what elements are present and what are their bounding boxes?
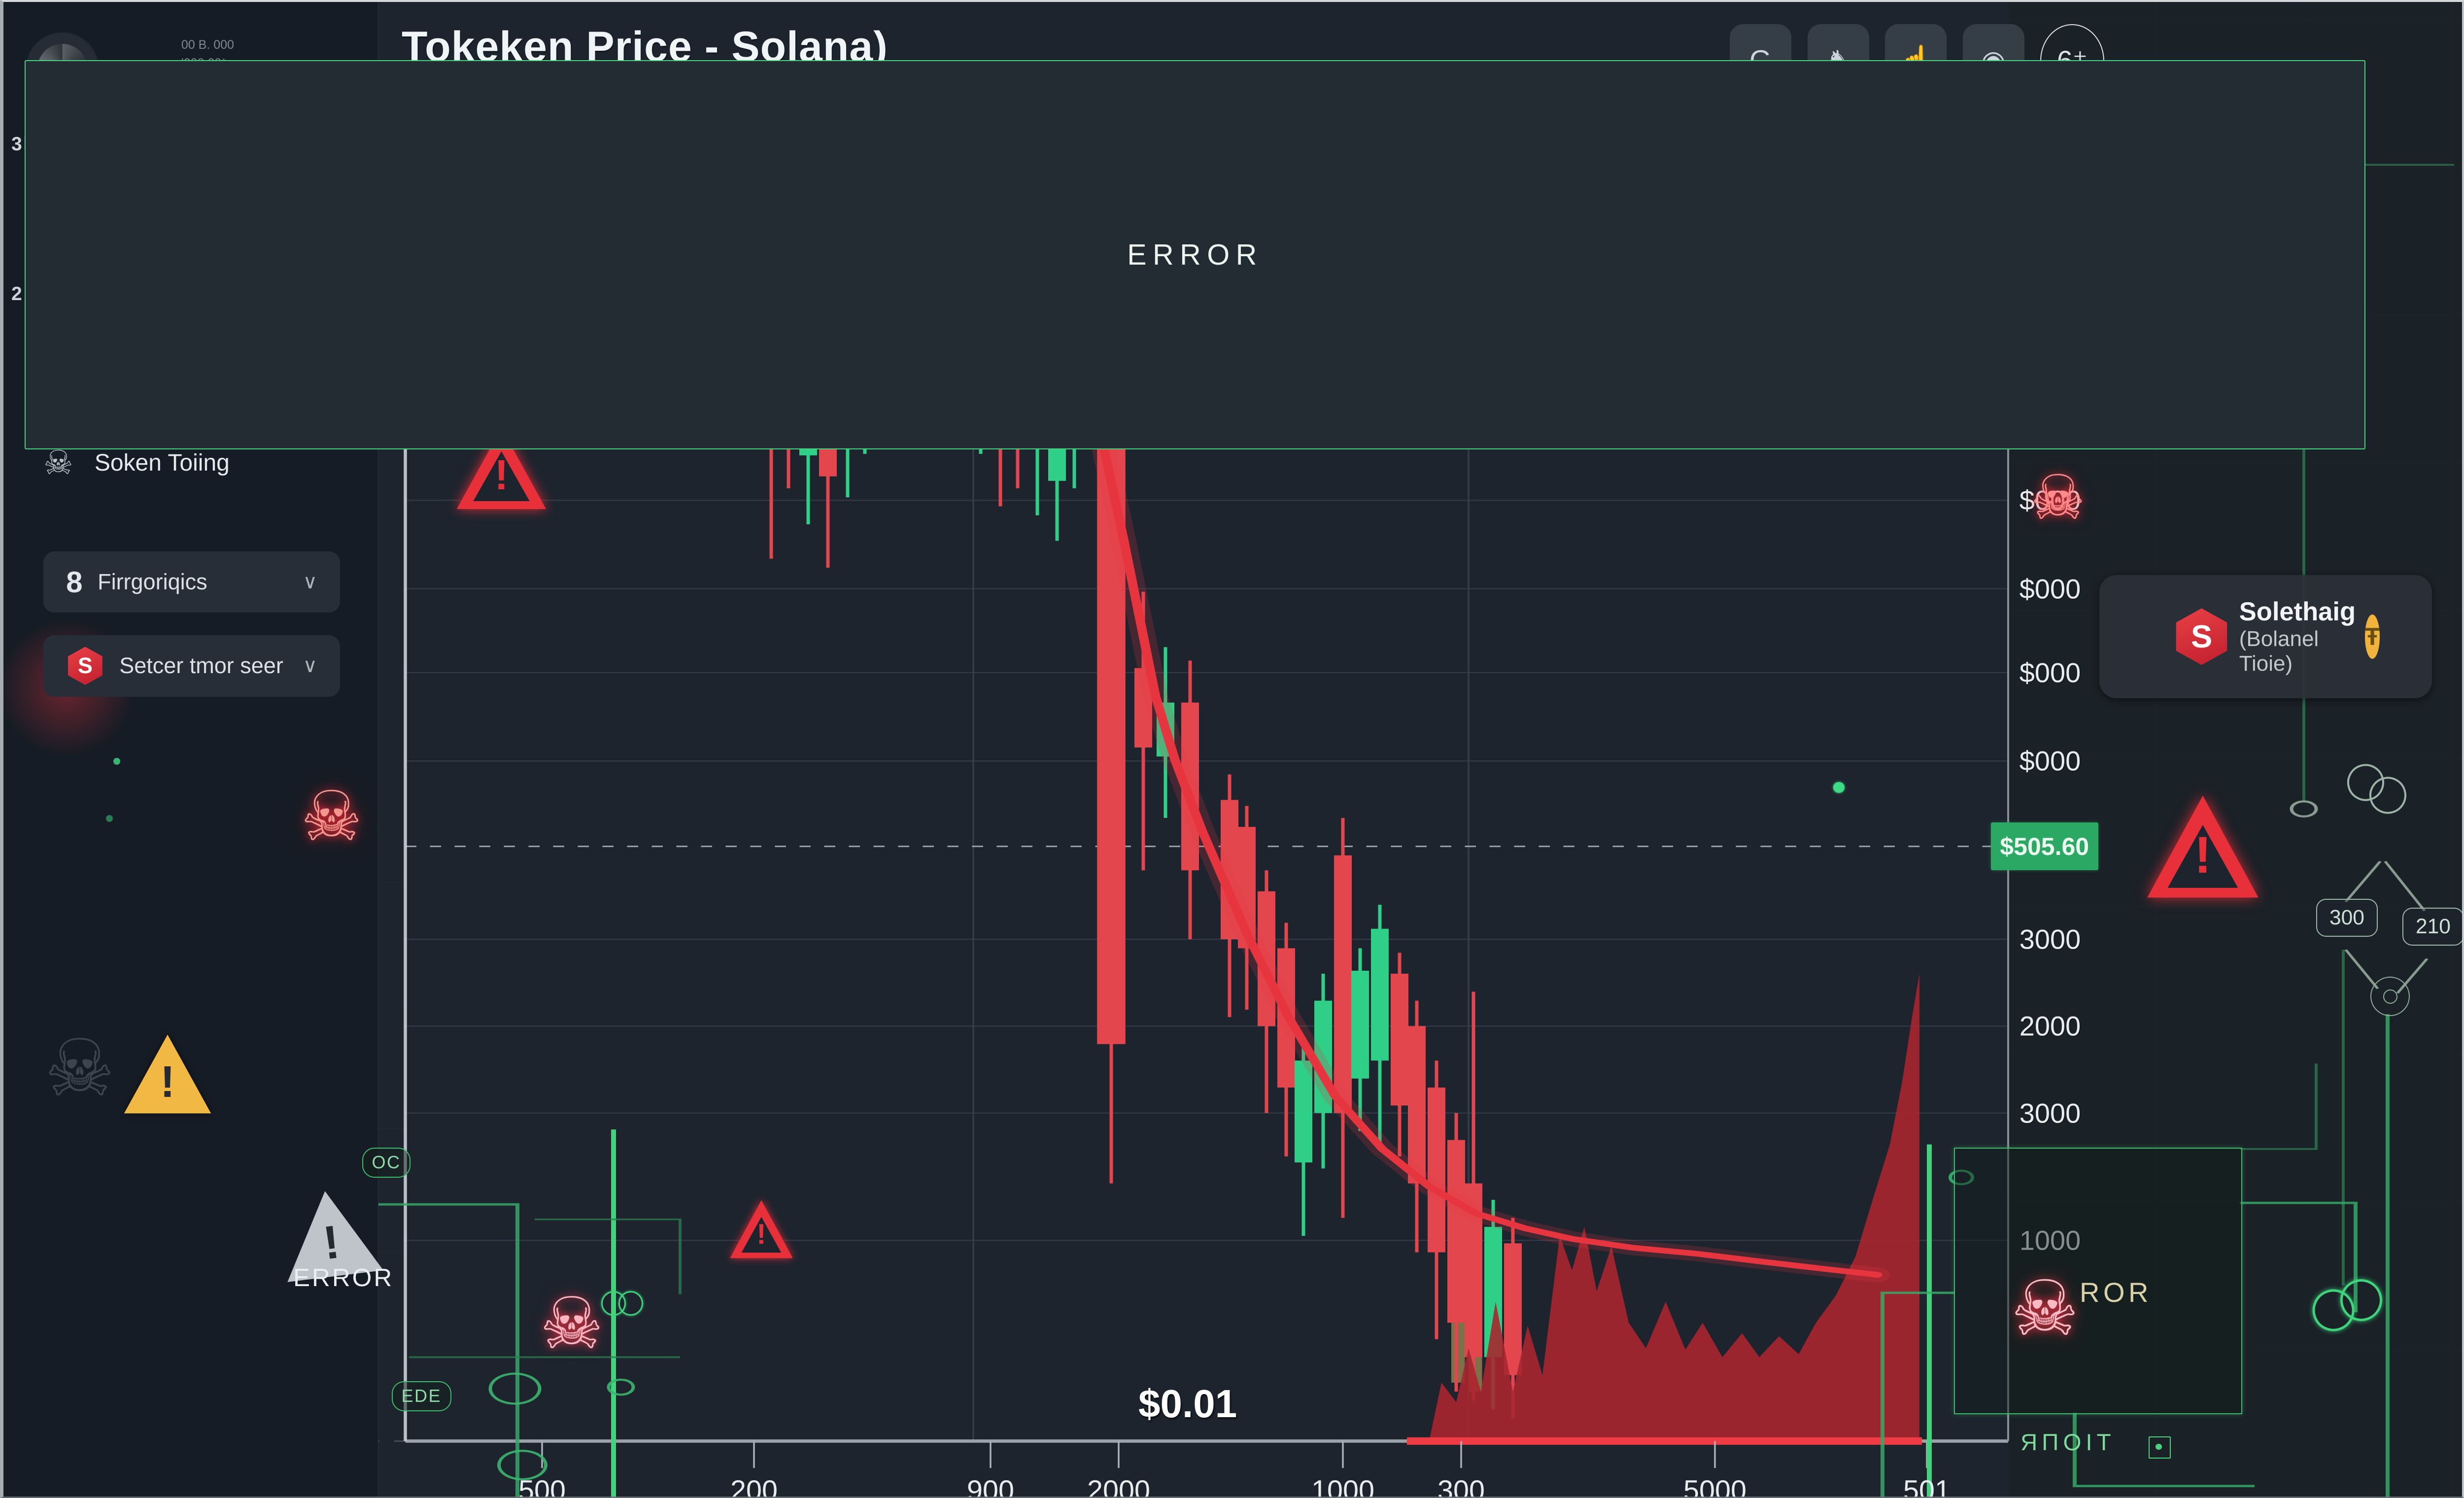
skull-crossbones-icon: ☠: [540, 1284, 604, 1364]
error-footer-garbled: ЯПOIT: [2020, 1430, 2116, 1456]
x-axis-label: 2000: [1087, 1475, 1150, 1498]
circuit-badge-ede: EDE: [392, 1381, 451, 1411]
error-panel: [1954, 1147, 2242, 1414]
x-axis-label: 500: [518, 1475, 566, 1498]
current-price-badge: $505.60: [1991, 822, 2098, 871]
hourglass-icon: 8: [66, 565, 83, 599]
solana-logo-icon: S: [2176, 608, 2227, 665]
node-badge-300: 300: [2316, 899, 2378, 937]
node-circle-icon: [2370, 977, 2410, 1017]
green-dot: [113, 758, 120, 765]
price-annotation-low: $0.01: [1138, 1381, 1237, 1426]
sidebar-item-label: Soken Toiing: [94, 449, 230, 476]
skull-crossbones-icon: ☠: [43, 444, 73, 481]
chain-link-icon: [601, 1291, 643, 1316]
coin-icon: Ŧ: [2364, 614, 2380, 659]
dropdown-firrgoriqics[interactable]: 8 Firrgoriqics ∨: [43, 551, 340, 613]
tooltip-title: Solethaig: [2239, 597, 2356, 627]
error-label: ERROR: [293, 1263, 394, 1292]
x-axis-label: 1000: [1311, 1475, 1374, 1498]
x-axis-label: 200: [730, 1475, 778, 1498]
dropdown-token-selector[interactable]: S Setcer tmor seer ∨: [43, 635, 340, 697]
token-tooltip-card[interactable]: S Solethaig (Bolanel Tioie) Ŧ: [2099, 575, 2432, 698]
skull-crossbones-dark-icon: ☠: [44, 1024, 115, 1113]
y-axis-label: $000: [2019, 657, 2081, 688]
dropdown-label: Setcer tmor seer: [119, 653, 283, 679]
y-axis-label: 3000: [2019, 1097, 2081, 1129]
x-axis-label: 300: [1437, 1475, 1485, 1498]
green-dot: [1833, 782, 1845, 793]
solana-logo-icon: S: [68, 647, 103, 685]
y-axis-label: $000: [2019, 573, 2081, 605]
error-partial-text: ROR: [2080, 1277, 2152, 1308]
warning-triangle-icon: !: [2146, 792, 2259, 901]
green-dot: [105, 815, 113, 822]
tooltip-subtitle: (Bolanel Tioie): [2239, 627, 2319, 676]
y-axis-label: $000: [2019, 745, 2081, 777]
warning-triangle-yellow-icon: !: [123, 1032, 212, 1116]
x-axis-label: 5000: [1683, 1475, 1746, 1498]
x-axis-label: 501: [1903, 1475, 1951, 1498]
skull-crossbones-icon: ☠: [301, 777, 363, 855]
circuit-badge-oc: OC: [362, 1147, 411, 1178]
skull-crossbones-icon: ☠: [2030, 464, 2086, 533]
dropdown-label: Firrgoriqics: [98, 569, 207, 595]
sidebar-item-token-toiing[interactable]: ☠ Soken Toiing: [43, 433, 347, 493]
warning-triangle-icon: !: [729, 1198, 793, 1260]
y-axis-label: 3000: [2019, 923, 2081, 955]
node-badge-210: 210: [2402, 908, 2464, 946]
error-panel-header: ERROR: [25, 60, 2365, 449]
chevron-down-icon: ∨: [303, 655, 317, 677]
chevron-down-icon: ∨: [303, 571, 317, 593]
y-axis-label: $000: [2019, 484, 2081, 516]
y-axis-label: 1000: [2019, 1225, 2081, 1256]
skull-crossbones-icon: ☠: [2011, 1265, 2079, 1351]
x-axis-label: 900: [967, 1475, 1014, 1498]
y-axis-label: 2000: [2019, 1010, 2081, 1042]
lock-icon: [2149, 1436, 2171, 1459]
